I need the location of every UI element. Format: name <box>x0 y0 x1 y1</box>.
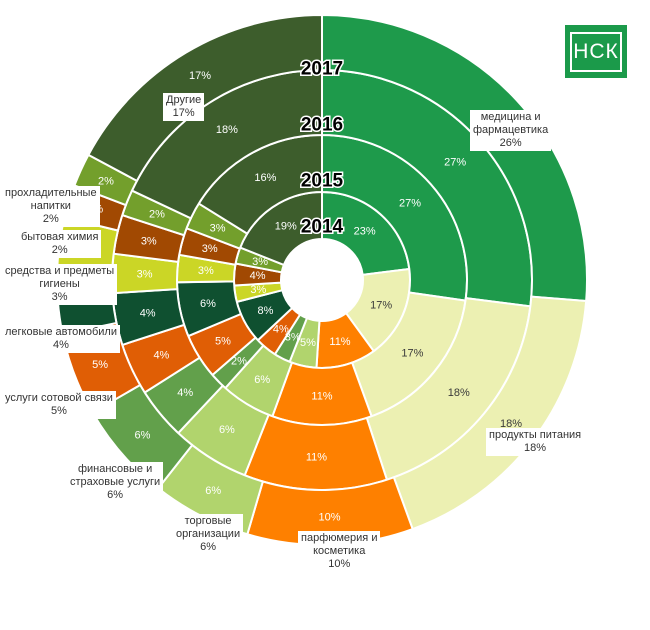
percent-label-2017-торговые-организации: 6% <box>205 485 221 497</box>
category-label-line: прохладительные <box>5 187 97 199</box>
logo-frame: НСК <box>570 31 622 72</box>
category-label-value: 3% <box>51 291 68 303</box>
category-label-медицина-и-фармацевтика: медицина и фармацевтика 26% <box>470 110 552 151</box>
category-label-line: финансовые и <box>77 463 153 475</box>
percent-label-2015-парфюмерия-и-косметика: 11% <box>311 391 332 403</box>
percent-label-2017-продукты-питания: 18% <box>500 418 522 430</box>
category-label-парфюмерия-и-косметика: парфюмерия и косметика 10% <box>298 531 381 572</box>
percent-label-2016-продукты-питания: 18% <box>448 387 470 399</box>
category-label-услуги-сотовой-связи: услуги сотовой связи 5% <box>2 391 116 419</box>
category-label-value: 10% <box>328 558 351 570</box>
percent-label-2017-парфюмерия-и-косметика: 10% <box>319 511 341 523</box>
category-label-value: 2% <box>42 213 59 225</box>
percent-label-2016-торговые-организации: 6% <box>219 424 235 436</box>
segment-percent-labels: 23%17%11%5%3%4%8%3%4%3%19%27%17%11%6%2%5… <box>77 70 522 523</box>
percent-label-2017-услуги-сотовой-связи: 5% <box>92 359 108 371</box>
category-label-value: 18% <box>524 442 547 454</box>
category-label-line: парфюмерия и <box>301 532 378 544</box>
category-label-value: 6% <box>107 489 124 501</box>
category-label-line: страховые услуги <box>70 476 161 488</box>
category-label-line: фармацевтика <box>473 124 549 136</box>
category-label-line: косметика <box>313 545 366 557</box>
category-label-line: продукты питания <box>489 429 582 441</box>
category-label-value: 2% <box>51 244 68 256</box>
percent-label-2015-продукты-питания: 17% <box>401 347 423 359</box>
category-label-торговые-организации: торговые организации 6% <box>173 514 244 555</box>
percent-label-2014-прохладительные-напитки: 3% <box>252 256 268 268</box>
percent-label-2015-торговые-организации: 6% <box>254 374 270 386</box>
percent-label-2015-легковые-автомобили: 6% <box>200 298 216 310</box>
percent-label-2016-медицина-и-фармацевтика: 27% <box>444 157 466 169</box>
category-label-line: напитки <box>30 200 71 212</box>
category-label-легковые-автомобили: легковые автомобили 4% <box>2 325 120 353</box>
percent-label-2015-прохладительные-напитки: 3% <box>210 222 226 234</box>
category-label-value: 6% <box>200 541 216 553</box>
category-label-средства-и-предметы-гигиены: средства и предметы гигиены 3% <box>2 264 118 305</box>
percent-label-2016-Другие: 18% <box>216 124 238 136</box>
percent-label-2014-финансовые-и-страховые-услуги: 3% <box>285 331 301 343</box>
year-label-2014: 2014 <box>301 217 344 238</box>
year-label-2016: 2016 <box>301 115 343 136</box>
segment-2017-Другие <box>87 13 323 183</box>
category-label-line: средства и предметы <box>5 265 115 277</box>
percent-label-2017-Другие: 17% <box>189 70 211 82</box>
percent-label-2014-легковые-автомобили: 8% <box>258 305 274 317</box>
percent-label-2015-услуги-сотовой-связи: 5% <box>215 335 231 347</box>
category-label-value: 17% <box>172 107 195 119</box>
nsk-logo: НСК <box>565 25 627 78</box>
category-label-line: легковые автомобили <box>5 326 117 338</box>
percent-label-2016-финансовые-и-страховые-услуги: 4% <box>177 387 193 399</box>
percent-label-2015-медицина-и-фармацевтика: 27% <box>399 198 421 210</box>
category-label-line: торговые <box>184 515 232 527</box>
category-label-line: услуги сотовой связи <box>5 392 113 404</box>
category-label-line: Другие <box>166 94 202 106</box>
percent-label-2016-услуги-сотовой-связи: 4% <box>153 350 169 362</box>
percent-label-2016-легковые-автомобили: 4% <box>140 307 156 319</box>
percent-label-2014-бытовая-химия: 4% <box>250 270 266 282</box>
percent-label-2014-продукты-питания: 17% <box>370 300 392 312</box>
category-label-value: 5% <box>51 405 67 417</box>
percent-label-2014-услуги-сотовой-связи: 4% <box>273 324 289 336</box>
percent-label-2016-прохладительные-напитки: 2% <box>149 209 165 221</box>
category-label-прохладительные-напитки: прохладительные напитки 2% <box>2 186 100 227</box>
percent-label-2015-средства-и-предметы-гигиены: 3% <box>198 265 214 277</box>
percent-label-2016-бытовая-химия: 3% <box>141 235 157 247</box>
category-label-финансовые-и-страховые-услуги: финансовые и страховые услуги 6% <box>67 462 164 503</box>
percent-label-2014-парфюмерия-и-косметика: 11% <box>329 336 350 348</box>
category-label-value: 26% <box>499 137 522 149</box>
percent-label-2015-бытовая-химия: 3% <box>202 243 218 255</box>
year-label-2015: 2015 <box>301 171 344 192</box>
category-label-line: гигиены <box>39 278 80 290</box>
percent-label-2014-Другие: 19% <box>275 221 297 233</box>
percent-label-2014-средства-и-предметы-гигиены: 3% <box>250 284 266 296</box>
category-label-line: бытовая химия <box>21 231 99 243</box>
category-label-бытовая-химия: бытовая химия 2% <box>18 230 102 258</box>
category-label-line: медицина и <box>480 111 541 123</box>
category-label-Другие: Другие 17% <box>163 93 205 121</box>
percent-label-2016-средства-и-предметы-гигиены: 3% <box>137 268 153 280</box>
percent-label-2017-финансовые-и-страховые-услуги: 6% <box>135 430 151 442</box>
percent-label-2016-парфюмерия-и-косметика: 11% <box>306 451 327 463</box>
ring-segments <box>56 13 588 546</box>
percent-label-2017-прохладительные-напитки: 2% <box>98 175 114 187</box>
percent-label-2015-Другие: 16% <box>254 172 276 184</box>
category-label-value: 4% <box>53 339 69 351</box>
percent-label-2014-торговые-организации: 5% <box>300 337 316 349</box>
logo-text: НСК <box>573 39 619 63</box>
year-labels: 2014 2015 2016 2017 <box>299 57 345 239</box>
category-label-продукты-питания: продукты питания 18% <box>486 428 585 456</box>
category-label-line: организации <box>176 528 241 540</box>
percent-label-2014-медицина-и-фармацевтика: 23% <box>354 226 376 238</box>
percent-label-2015-финансовые-и-страховые-услуги: 2% <box>231 356 247 368</box>
year-label-2017: 2017 <box>301 59 343 80</box>
